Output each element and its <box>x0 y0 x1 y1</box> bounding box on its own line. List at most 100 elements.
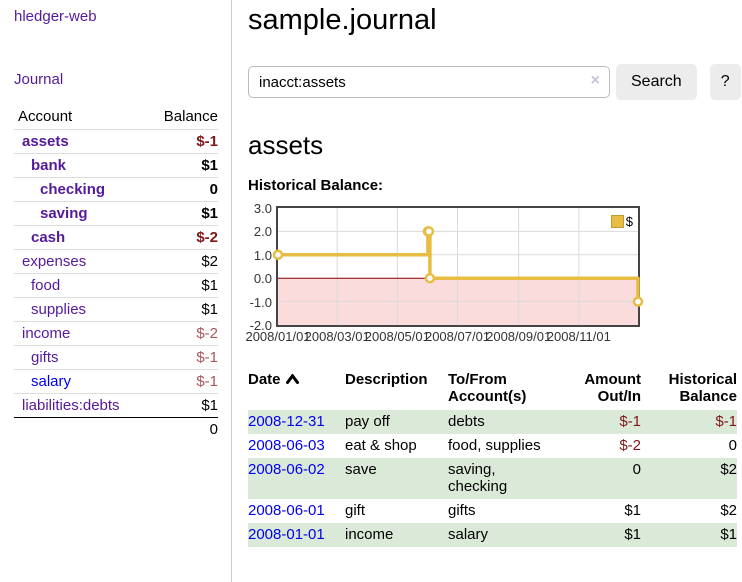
nav-journal-link[interactable]: Journal <box>14 71 64 88</box>
accounts-total-row: 0 <box>14 417 218 441</box>
register-balance: $2 <box>720 502 737 519</box>
app-title: hledger-web <box>14 8 231 25</box>
register-accounts: salary <box>448 526 489 543</box>
y-tick-label: 0.0 <box>253 271 272 287</box>
register-description: eat & shop <box>345 437 417 454</box>
register-accounts: saving, checking <box>448 461 508 495</box>
register-amount: $-2 <box>619 437 641 454</box>
account-link[interactable]: gifts <box>31 349 59 366</box>
sidebar: hledger-web Journal Account Balance asse… <box>0 0 232 582</box>
register-amount: 0 <box>632 461 641 478</box>
x-tick-label: 2008/07/01 <box>424 329 491 344</box>
register-header-date[interactable]: Date <box>248 369 345 410</box>
account-balance: $1 <box>152 393 218 418</box>
register-amount: $-1 <box>619 413 641 430</box>
account-row: checking 0 <box>14 177 218 202</box>
register-header-balance: Historical Balance <box>668 371 737 405</box>
sidebar-nav: Journal <box>14 71 231 88</box>
chart-y-axis-labels: 3.0 2.0 1.0 0.0 -1.0 -2.0 <box>248 201 276 333</box>
register-balance: $-1 <box>715 413 737 430</box>
x-tick-label: 2008/03/01 <box>304 329 370 344</box>
search-input[interactable] <box>248 66 610 98</box>
accounts-total-value: 0 <box>152 417 218 441</box>
account-balance: $-1 <box>152 345 218 370</box>
chart-plot-area: $ <box>272 206 644 327</box>
register-row[interactable]: 2008-06-02 save saving, checking 0 $2 <box>248 458 737 499</box>
account-link[interactable]: salary <box>31 373 72 390</box>
register-description: gift <box>345 502 366 519</box>
account-link[interactable]: cash <box>31 229 66 246</box>
legend-swatch-icon <box>610 215 624 228</box>
account-balance: $1 <box>152 201 218 226</box>
account-row: food $1 <box>14 273 218 298</box>
y-tick-label: 1.0 <box>253 247 272 263</box>
account-row: supplies $1 <box>14 297 218 322</box>
register-row[interactable]: 2008-12-31 pay off debts $-1 $-1 <box>248 410 737 434</box>
search-button[interactable]: Search <box>616 64 697 100</box>
account-row: assets $-1 <box>14 129 218 154</box>
register-table: Date Description To/From Account(s) Amou… <box>248 369 737 547</box>
register-amount: $1 <box>624 526 641 543</box>
register-balance: 0 <box>728 437 737 454</box>
register-date-link[interactable]: 2008-06-01 <box>248 502 325 519</box>
register-amount: $1 <box>624 502 641 519</box>
help-button[interactable]: ? <box>709 64 741 100</box>
register-header-accounts: To/From Account(s) <box>448 371 527 405</box>
register-balance: $1 <box>720 526 737 543</box>
account-link[interactable]: income <box>22 325 71 342</box>
register-accounts: food, supplies <box>448 437 541 454</box>
account-row: expenses $2 <box>14 249 218 274</box>
accounts-table-body: assets $-1 bank $1 checking 0 saving $1 cash $-2 e… <box>14 129 218 418</box>
account-row: gifts $-1 <box>14 345 218 370</box>
x-tick-label: 2008/05/01 <box>364 329 430 344</box>
account-link[interactable]: saving <box>40 205 88 222</box>
account-row: bank $1 <box>14 153 218 178</box>
register-date-link[interactable]: 2008-12-31 <box>248 413 325 430</box>
account-link[interactable]: bank <box>31 157 67 174</box>
accounts-header-balance: Balance <box>163 108 218 125</box>
x-tick-label: 2008/11/01 <box>546 329 611 344</box>
account-title: assets <box>248 130 324 160</box>
balance-chart: 3.0 2.0 1.0 0.0 -1.0 -2.0 $ 2008/01/01 2008/03… <box>245 201 741 346</box>
register-row[interactable]: 2008-01-01 income salary $1 $1 <box>248 523 737 547</box>
main-content: sample.journal × Search ? assets Histori… <box>232 0 742 582</box>
y-tick-label: -2.0 <box>249 318 272 333</box>
register-date-link[interactable]: 2008-06-03 <box>248 437 325 454</box>
app-title-link[interactable]: hledger-web <box>14 8 97 25</box>
chart-legend: $ <box>608 213 635 230</box>
sort-up-icon <box>285 373 299 384</box>
register-description: income <box>345 526 394 543</box>
register-accounts: debts <box>448 413 485 430</box>
account-link[interactable]: expenses <box>22 253 87 270</box>
account-row: cash $-2 <box>14 225 218 250</box>
y-tick-label: 2.0 <box>253 224 272 240</box>
clear-search-icon[interactable]: × <box>590 72 600 89</box>
account-row: income $-2 <box>14 321 218 346</box>
register-row[interactable]: 2008-06-01 gift gifts $1 $2 <box>248 499 737 523</box>
account-link[interactable]: liabilities:debts <box>22 397 120 414</box>
x-tick-label: 2008/01/01 <box>245 329 311 344</box>
chart-label: Historical Balance: <box>248 177 384 194</box>
register-accounts: gifts <box>448 502 476 519</box>
account-balance: $1 <box>152 297 218 322</box>
register-balance: $2 <box>720 461 737 478</box>
page-title: sample.journal <box>248 4 437 36</box>
register-date-link[interactable]: 2008-06-02 <box>248 461 325 478</box>
account-link[interactable]: supplies <box>31 301 87 318</box>
account-balance: $-1 <box>152 129 218 154</box>
account-link[interactable]: checking <box>40 181 106 198</box>
register-date-link[interactable]: 2008-01-01 <box>248 526 325 543</box>
account-balance: $-2 <box>152 225 218 250</box>
account-link[interactable]: assets <box>22 133 69 150</box>
account-row: salary $-1 <box>14 369 218 394</box>
account-balance: $-1 <box>152 369 218 394</box>
account-balance: $2 <box>152 249 218 274</box>
y-tick-label: 3.0 <box>253 201 272 216</box>
account-balance: $1 <box>152 273 218 298</box>
register-row[interactable]: 2008-06-03 eat & shop food, supplies $-2 0 <box>248 434 737 458</box>
register-table-body: 2008-12-31 pay off debts $-1 $-1 2008-06-03 ea… <box>248 410 737 547</box>
register-header-description: Description <box>345 371 428 388</box>
account-balance: $-2 <box>152 321 218 346</box>
account-link[interactable]: food <box>31 277 61 294</box>
y-tick-label: -1.0 <box>249 294 272 310</box>
